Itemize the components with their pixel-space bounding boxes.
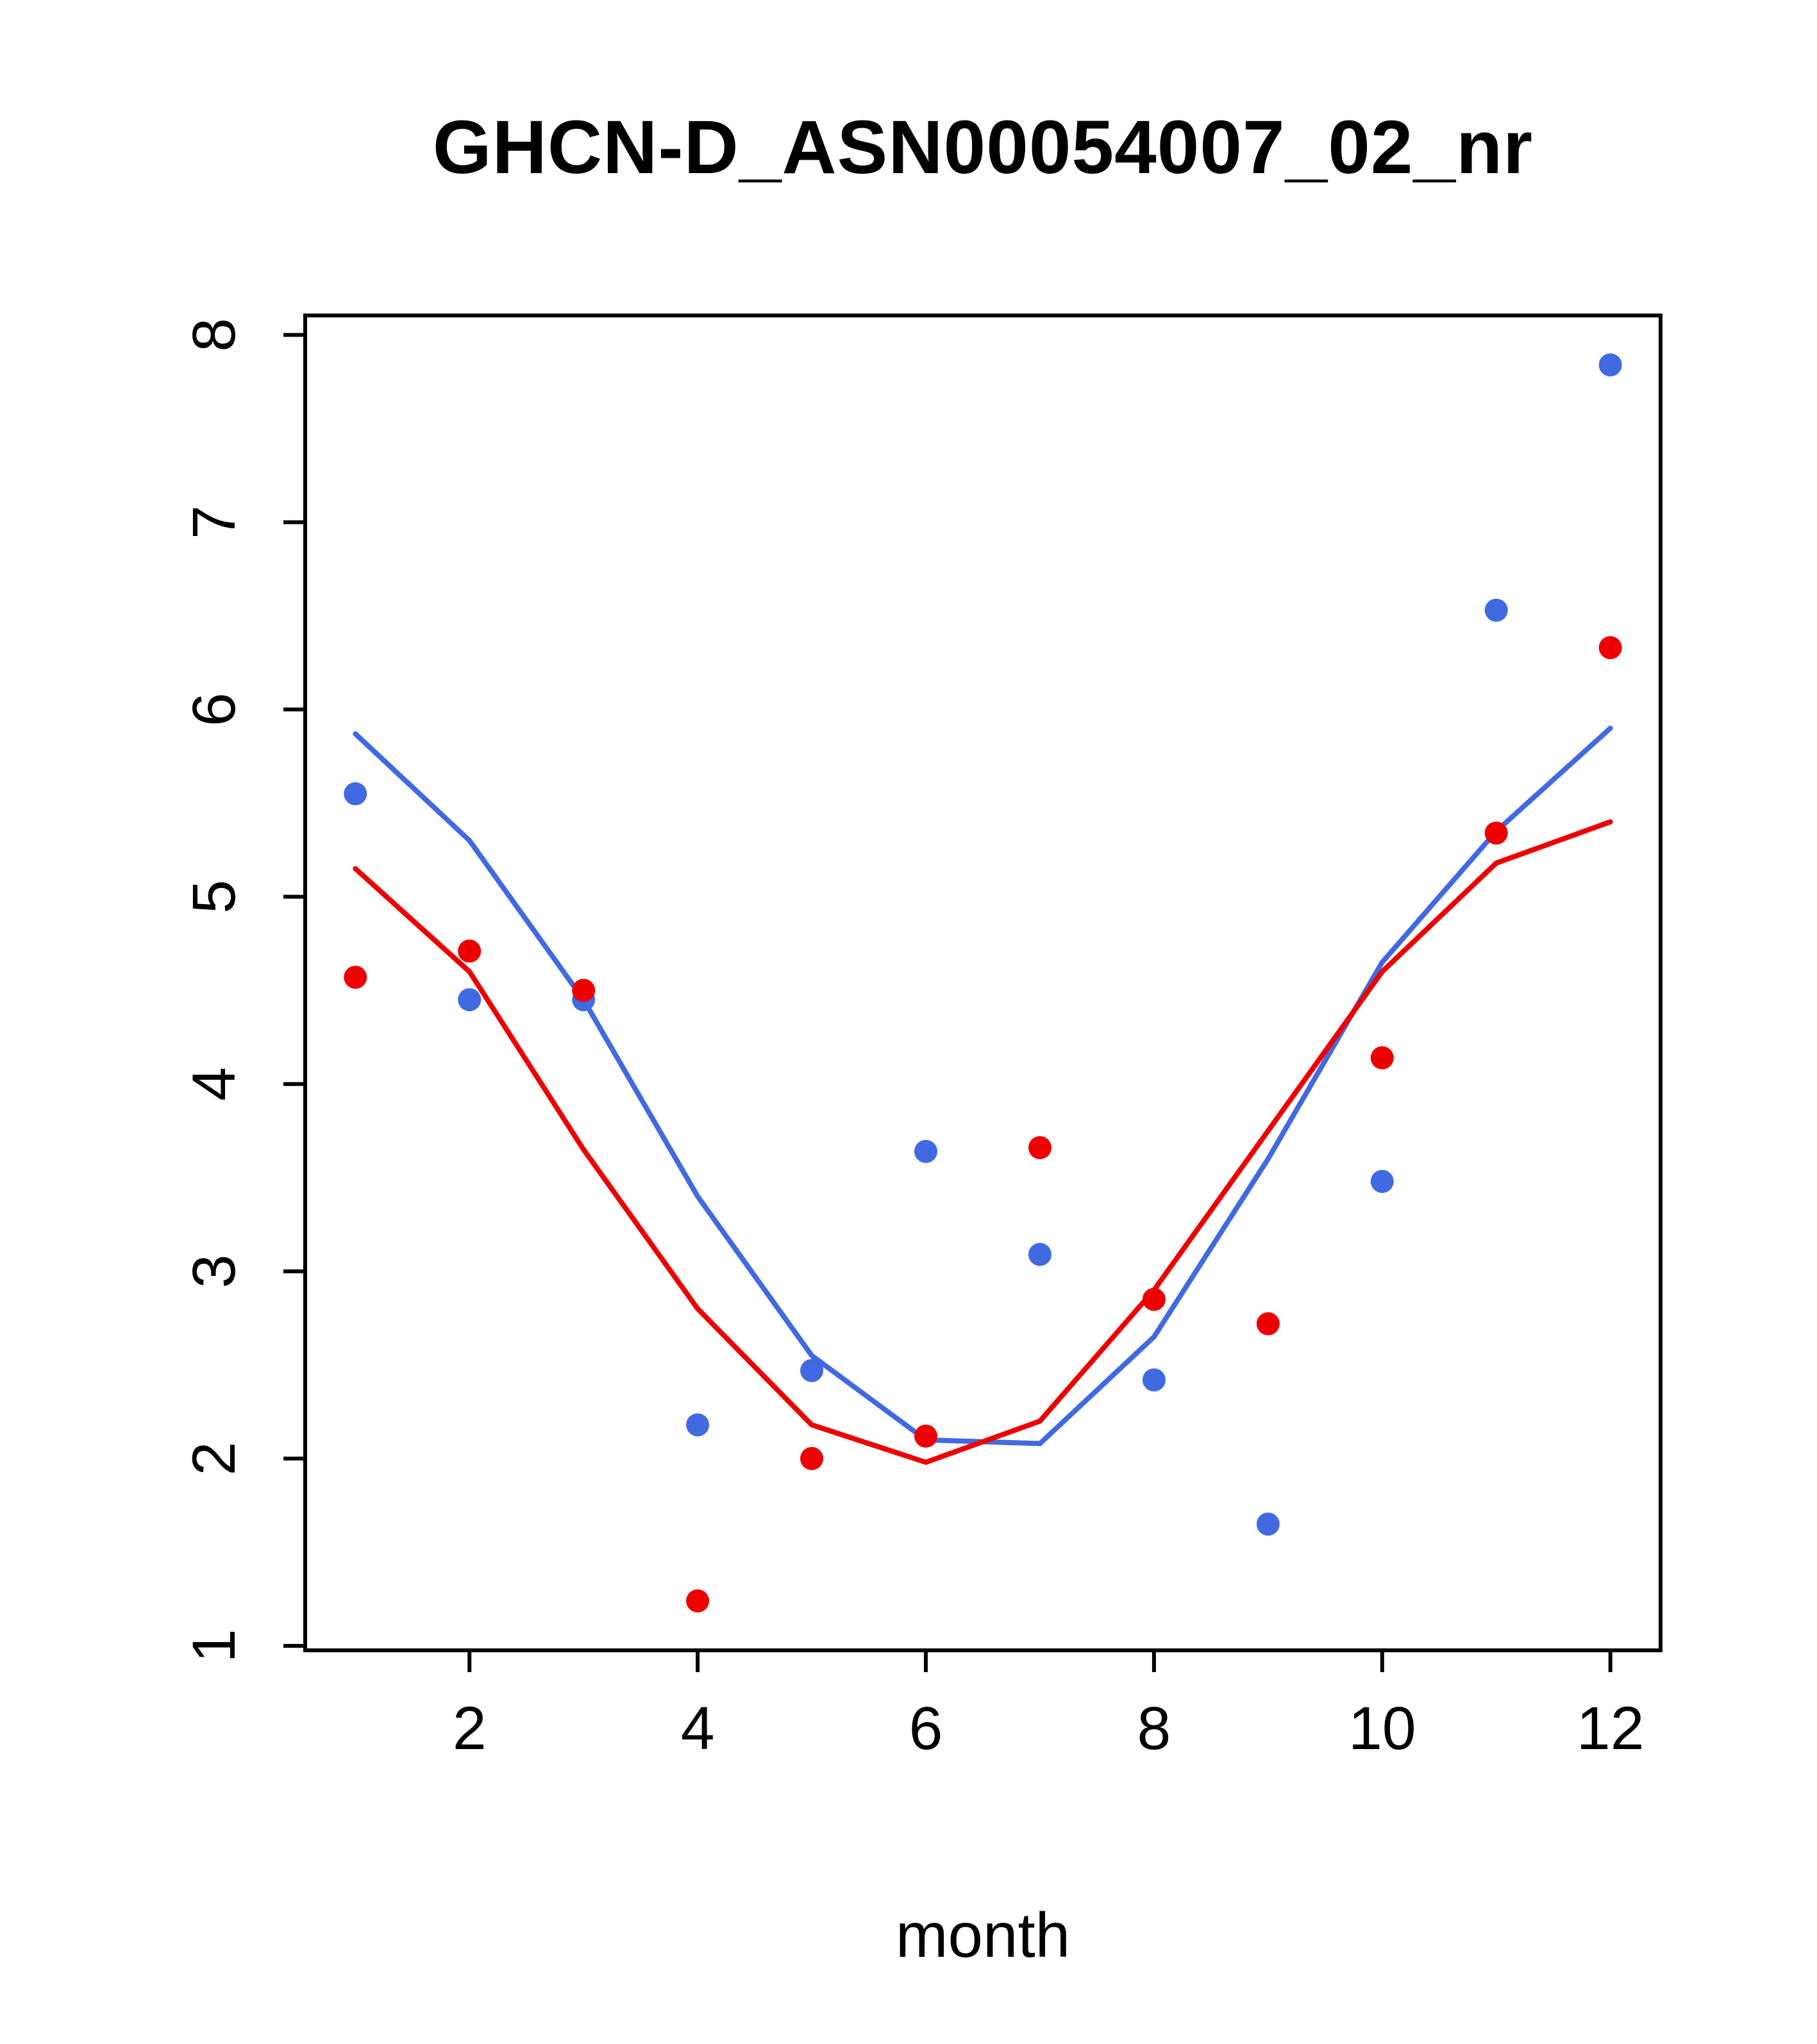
blue-points-point — [1598, 353, 1622, 377]
blue-points-point — [686, 1413, 710, 1437]
red-points-point — [572, 978, 596, 1002]
red-points-point — [344, 966, 367, 989]
y-tick-label: 1 — [180, 1629, 248, 1663]
blue-points-point — [1028, 1243, 1051, 1266]
red-points-point — [1142, 1287, 1166, 1311]
y-tick-label: 4 — [180, 1067, 248, 1101]
y-tick-label: 5 — [180, 880, 248, 914]
red-points-point — [1370, 1046, 1394, 1069]
blue-points-point — [344, 782, 367, 805]
red-points-point — [686, 1589, 710, 1613]
red-points-point — [1484, 821, 1508, 845]
x-tick-label: 6 — [909, 1695, 943, 1763]
x-tick-label: 4 — [681, 1695, 715, 1763]
x-axis-label: month — [895, 1900, 1071, 1970]
blue-points-point — [1256, 1512, 1280, 1536]
blue-points-point — [914, 1139, 938, 1163]
red-points-point — [800, 1446, 824, 1470]
chart-title: GHCN-D_ASN00054007_02_nr — [432, 105, 1534, 190]
y-tick-label: 8 — [180, 318, 248, 352]
y-tick-label: 7 — [180, 505, 248, 539]
x-tick-label: 8 — [1137, 1695, 1171, 1763]
blue-points-point — [1142, 1368, 1166, 1392]
blue-points-point — [1370, 1169, 1394, 1193]
blue-points-point — [458, 988, 481, 1012]
plot-box — [303, 314, 1662, 1652]
blue-points-point — [1484, 598, 1508, 622]
x-tick-label: 10 — [1348, 1695, 1416, 1763]
red-points-point — [1598, 636, 1622, 660]
red-smooth-line — [353, 819, 1613, 1465]
red-points-point — [1256, 1312, 1280, 1336]
x-tick-label: 12 — [1577, 1695, 1645, 1763]
y-tick-label: 6 — [180, 692, 248, 726]
red-points-point — [1028, 1136, 1051, 1160]
red-points-point — [458, 939, 481, 963]
blue-points-point — [800, 1359, 824, 1382]
y-tick-label: 3 — [180, 1254, 248, 1288]
x-tick-label: 2 — [453, 1695, 487, 1763]
y-tick-label: 2 — [180, 1441, 248, 1475]
red-points-point — [914, 1424, 938, 1448]
